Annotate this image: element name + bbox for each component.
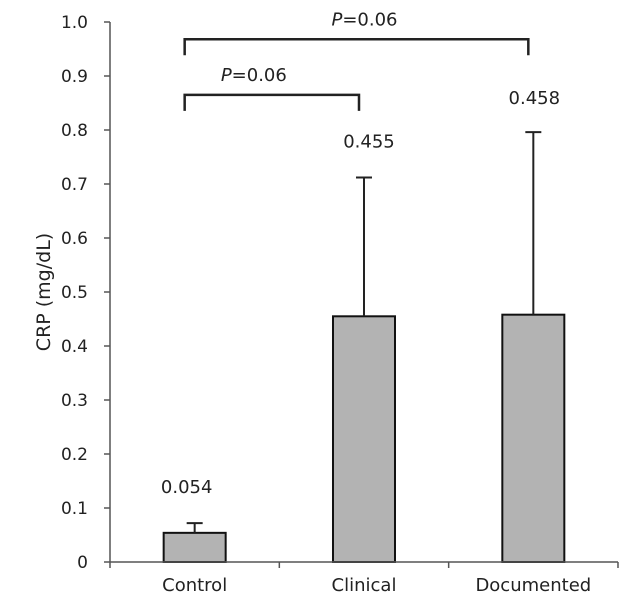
data-labels: 0.054 0.455 0.458 [161,88,560,498]
p-value: =0.06 [232,65,287,86]
value-label: 0.458 [509,88,561,109]
y-tick-label: 0.7 [61,175,88,195]
p-value-label: P=0.06 [331,9,397,30]
y-tick-label: 0.8 [61,121,88,141]
significance-bracket [183,38,530,56]
value-label: 0.455 [343,132,395,153]
y-tick-label: 0.1 [61,499,88,519]
p-symbol: P [331,9,342,30]
bar [501,313,566,563]
y-tick-label: 0.4 [61,337,88,357]
y-tick-label: 0.5 [61,283,88,303]
y-tick-label: 0.3 [61,391,88,411]
bars [162,313,566,564]
p-value-label: P=0.06 [221,65,287,86]
y-tick-label: 0.6 [61,229,88,249]
x-category-label: Control [162,575,227,596]
bar [162,531,227,564]
value-label: 0.054 [161,477,213,498]
error-bars [186,131,542,533]
y-tick-label: 0.9 [61,67,88,87]
significance-bracket [183,93,361,111]
y-tick-label: 0.2 [61,445,88,465]
significance-brackets: P=0.06P=0.06 [183,9,530,111]
y-tick-label: 1.0 [61,13,88,33]
x-category-label: Documented [475,575,591,596]
p-value: =0.06 [342,9,397,30]
x-axis-labels: Control Clinical Documented [162,575,591,596]
y-axis-title: CRP (mg/dL) [33,233,55,351]
y-axis-ticks: 0 0.1 0.2 0.3 0.4 0.5 0.6 0.7 0.8 0.9 1.0 [61,13,619,573]
p-symbol: P [221,65,232,86]
y-tick-label: 0 [77,553,88,573]
x-category-label: Clinical [332,575,397,596]
bar [331,315,396,563]
